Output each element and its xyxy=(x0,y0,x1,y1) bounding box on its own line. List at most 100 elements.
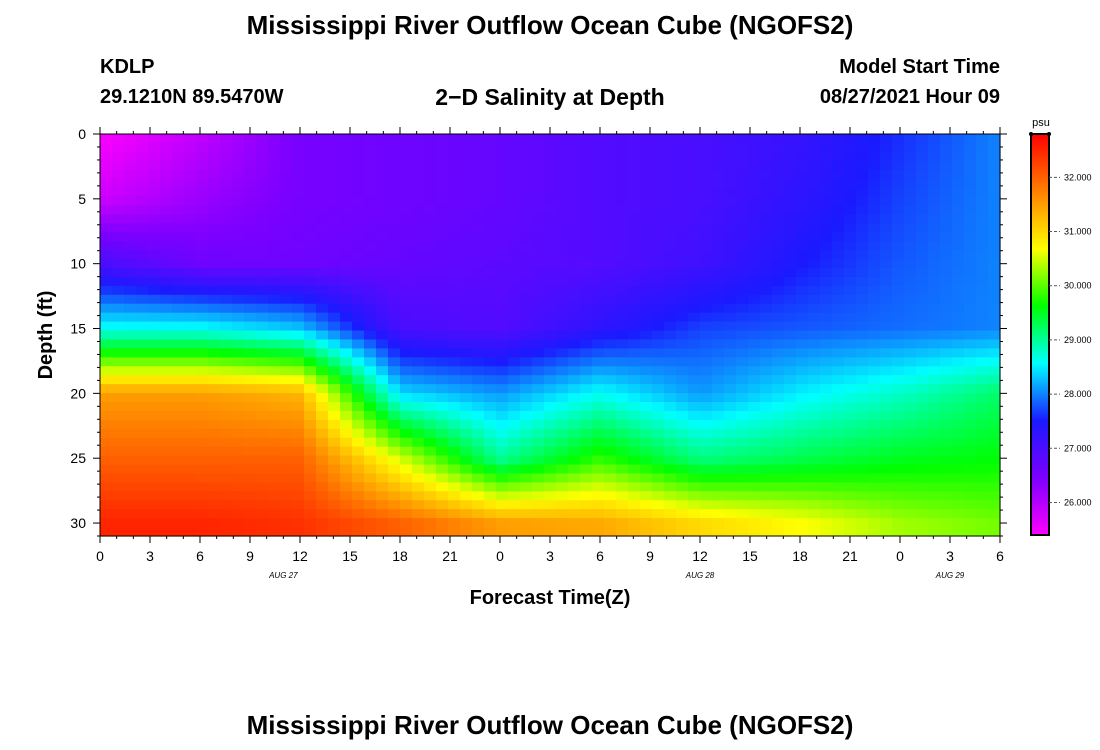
heatmap-cell xyxy=(328,169,341,180)
heatmap-cell xyxy=(892,321,905,332)
heatmap-cell xyxy=(436,232,449,242)
heatmap-cell xyxy=(844,268,857,278)
heatmap-cell xyxy=(736,419,749,430)
heatmap-cell xyxy=(172,366,185,376)
heatmap-cell xyxy=(856,402,869,412)
heatmap-cell xyxy=(844,276,857,287)
heatmap-cell xyxy=(316,151,329,162)
heatmap-cell xyxy=(628,402,641,412)
heatmap-cell xyxy=(856,214,869,224)
heatmap-cell xyxy=(808,303,821,314)
heatmap-cell xyxy=(316,410,329,421)
heatmap-cell xyxy=(292,527,305,537)
heatmap-cell xyxy=(916,321,929,332)
heatmap-cell xyxy=(820,214,833,224)
heatmap-cell xyxy=(400,169,413,180)
heatmap-cell xyxy=(544,312,557,323)
heatmap-cell xyxy=(520,455,533,466)
heatmap-cell xyxy=(436,500,449,510)
heatmap-cell xyxy=(244,276,257,287)
heatmap-cell xyxy=(520,285,533,296)
heatmap-cell xyxy=(904,339,917,349)
heatmap-cell xyxy=(184,330,197,341)
heatmap-cell xyxy=(508,312,521,323)
heatmap-cell xyxy=(640,160,653,171)
heatmap-cell xyxy=(424,294,437,305)
heatmap-cell xyxy=(676,402,689,412)
heatmap-cell xyxy=(568,455,581,466)
heatmap-cell xyxy=(256,384,269,394)
heatmap-cell xyxy=(880,241,893,251)
heatmap-cell xyxy=(208,384,221,394)
heatmap-cell xyxy=(988,205,1001,215)
heatmap-cell xyxy=(736,223,749,233)
heatmap-cell xyxy=(952,500,965,510)
heatmap-cell xyxy=(256,482,269,492)
heatmap-cell xyxy=(940,509,953,519)
heatmap-cell xyxy=(184,366,197,376)
heatmap-cell xyxy=(976,142,989,153)
heatmap-cell xyxy=(196,473,209,483)
heatmap-cell xyxy=(472,446,485,457)
heatmap-cell xyxy=(508,142,521,153)
heatmap-cell xyxy=(292,160,305,171)
heatmap-cell xyxy=(844,321,857,332)
heatmap-cell xyxy=(880,232,893,242)
heatmap-cell xyxy=(412,509,425,519)
heatmap-cell xyxy=(952,259,965,269)
heatmap-cell xyxy=(352,455,365,466)
heatmap-cell xyxy=(328,509,341,519)
heatmap-cell xyxy=(844,419,857,430)
heatmap-cell xyxy=(736,527,749,537)
heatmap-cell xyxy=(856,160,869,171)
heatmap-cell xyxy=(568,321,581,332)
heatmap-cell xyxy=(712,241,725,251)
heatmap-cell xyxy=(748,500,761,510)
heatmap-cell xyxy=(304,187,317,198)
heatmap-cell xyxy=(988,366,1001,376)
heatmap-cell xyxy=(796,151,809,162)
heatmap-cell xyxy=(592,151,605,162)
heatmap-cell xyxy=(796,437,809,448)
heatmap-cell xyxy=(496,303,509,314)
heatmap-cell xyxy=(328,410,341,421)
heatmap-cell xyxy=(844,410,857,421)
heatmap-cell xyxy=(616,250,629,260)
heatmap-cell xyxy=(124,276,137,287)
heatmap-cell xyxy=(856,455,869,466)
heatmap-cell xyxy=(472,205,485,215)
heatmap-cell xyxy=(484,142,497,153)
heatmap-cell xyxy=(748,357,761,367)
heatmap-cell xyxy=(892,196,905,207)
heatmap-cell xyxy=(124,455,137,466)
heatmap-cell xyxy=(808,527,821,537)
heatmap-cell xyxy=(640,393,653,403)
heatmap-cell xyxy=(196,151,209,162)
heatmap-cell xyxy=(628,375,641,385)
heatmap-cell xyxy=(376,142,389,153)
heatmap-cell xyxy=(940,437,953,448)
heatmap-cell xyxy=(652,527,665,537)
heatmap-cell xyxy=(484,393,497,403)
heatmap-cell xyxy=(640,196,653,207)
heatmap-cell xyxy=(424,214,437,224)
heatmap-cell xyxy=(928,285,941,296)
heatmap-cell xyxy=(484,491,497,501)
heatmap-cell xyxy=(376,464,389,475)
heatmap-cell xyxy=(256,160,269,171)
heatmap-cell xyxy=(496,142,509,153)
heatmap-cell xyxy=(640,464,653,475)
heatmap-cell xyxy=(736,303,749,314)
heatmap-cell xyxy=(520,223,533,233)
heatmap-cell xyxy=(460,410,473,421)
heatmap-cell xyxy=(520,303,533,314)
heatmap-cell xyxy=(244,473,257,483)
heatmap-cell xyxy=(196,366,209,376)
heatmap-cell xyxy=(172,410,185,421)
heatmap-cell xyxy=(340,134,353,144)
heatmap-cell xyxy=(424,169,437,180)
heatmap-cell xyxy=(688,303,701,314)
heatmap-cell xyxy=(868,151,881,162)
heatmap-cell xyxy=(388,214,401,224)
heatmap-cell xyxy=(556,410,569,421)
